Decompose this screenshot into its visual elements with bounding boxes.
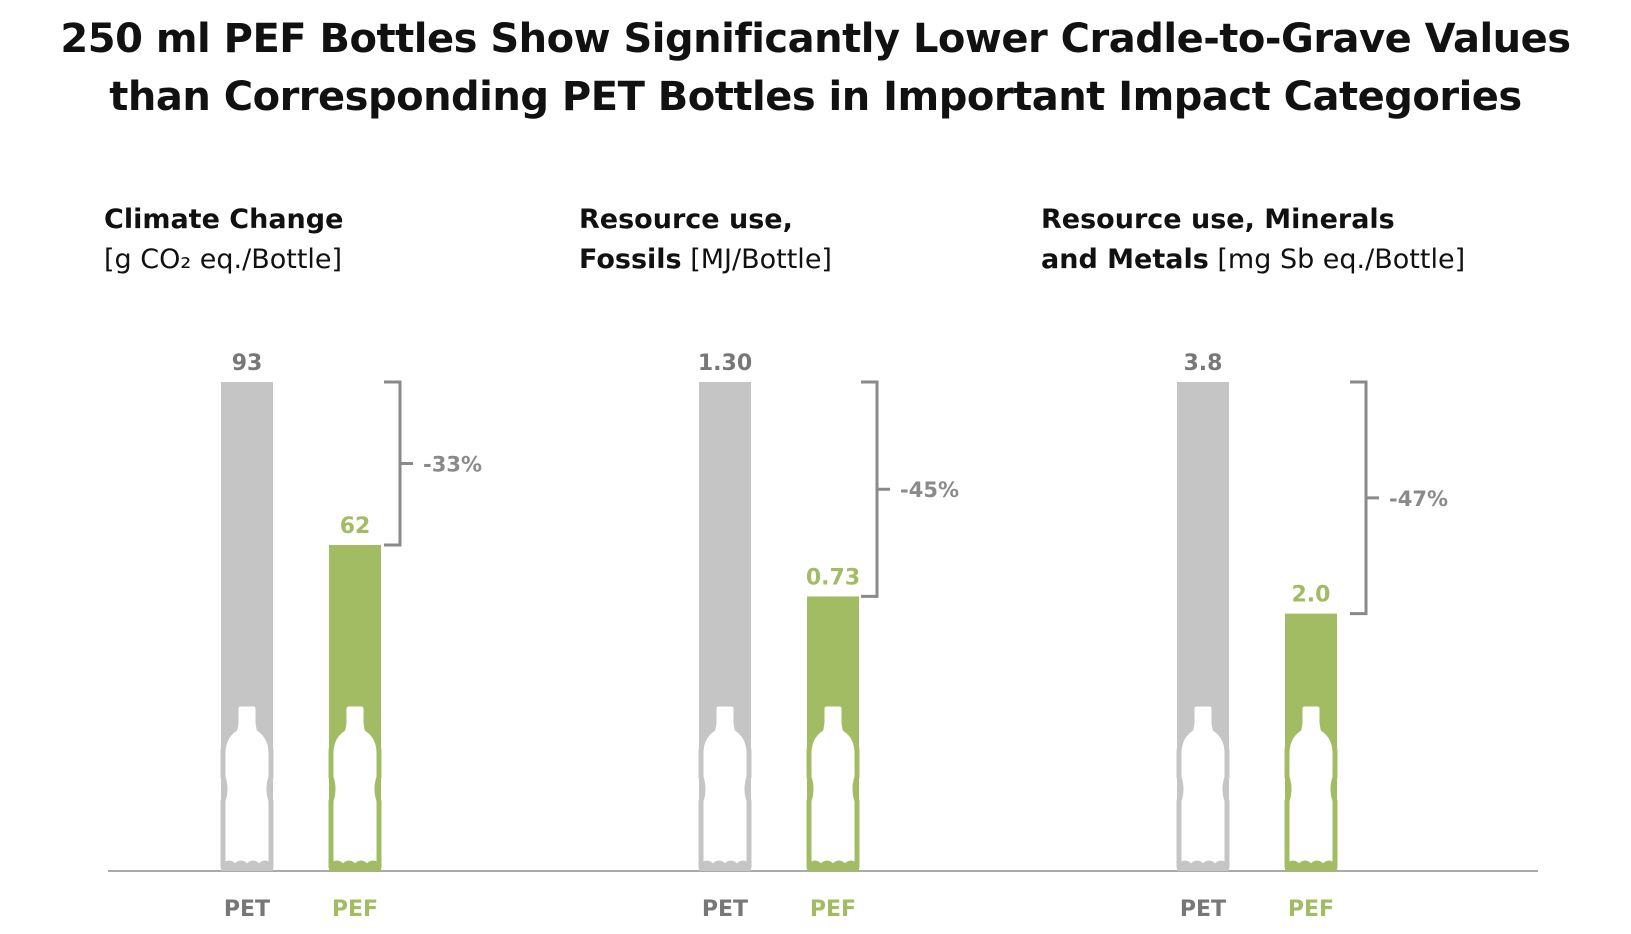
panel-heading-fossils-bold-2: Fossils <box>579 244 682 275</box>
chart-title: 250 ml PEF Bottles Show Significantly Lo… <box>0 10 1631 126</box>
value-label-climate-pef: 62 <box>340 514 371 539</box>
value-label-climate-pet: 93 <box>232 351 263 376</box>
category-label-fossils-pet: PET <box>702 897 748 922</box>
panel-heading-minerals-bold-2: and Metals <box>1041 244 1209 275</box>
reduction-bracket-fossils <box>861 380 890 598</box>
value-label-fossils-pet: 1.30 <box>698 351 752 376</box>
category-label-climate-pet: PET <box>224 897 270 922</box>
panel-heading-fossils-bold-1: Resource use, <box>579 204 793 235</box>
bottle-icon <box>220 701 274 870</box>
panel-heading-climate-bold-1: Climate Change <box>104 204 344 235</box>
reduction-bracket-climate <box>384 380 413 547</box>
bottle-icon <box>1176 701 1230 870</box>
reduction-label-minerals: -47% <box>1389 487 1448 511</box>
reduction-label-fossils: -45% <box>900 478 959 502</box>
bottle-icon <box>1284 701 1338 870</box>
category-label-minerals-pef: PEF <box>1288 897 1334 922</box>
panel-heading-climate: Climate Change [g CO₂ eq./Bottle] <box>104 200 343 280</box>
value-label-minerals-pet: 3.8 <box>1184 351 1223 376</box>
bottle-icon <box>698 701 752 870</box>
value-label-minerals-pef: 2.0 <box>1292 583 1331 608</box>
category-label-fossils-pef: PEF <box>810 897 856 922</box>
bottle-icon <box>328 701 382 870</box>
panel-heading-minerals-bold-1: Resource use, Minerals <box>1041 204 1395 235</box>
category-label-minerals-pet: PET <box>1180 897 1226 922</box>
bottle-icon <box>806 701 860 870</box>
chart-title-line-1: 250 ml PEF Bottles Show Significantly Lo… <box>60 16 1571 62</box>
value-label-fossils-pef: 0.73 <box>806 565 860 590</box>
panel-heading-minerals-unit: [mg Sb eq./Bottle] <box>1208 244 1466 275</box>
chart-title-line-2: than Corresponding PET Bottles in Import… <box>109 74 1522 120</box>
panel-heading-climate-unit: [g CO₂ eq./Bottle] <box>104 244 343 275</box>
category-label-climate-pef: PEF <box>332 897 378 922</box>
reduction-bracket-minerals <box>1350 380 1379 616</box>
panel-heading-fossils-unit: [MJ/Bottle] <box>681 244 832 275</box>
reduction-label-climate: -33% <box>423 453 482 477</box>
panel-heading-fossils: Resource use, Fossils [MJ/Bottle] <box>579 200 832 280</box>
panel-heading-minerals: Resource use, Minerals and Metals [mg Sb… <box>1041 200 1465 280</box>
